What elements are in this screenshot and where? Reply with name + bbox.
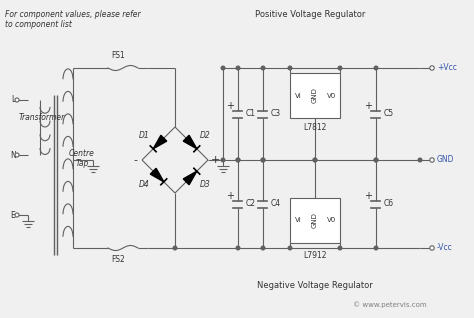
- Text: Negative Voltage Regulator: Negative Voltage Regulator: [257, 280, 373, 289]
- Circle shape: [236, 158, 240, 162]
- Circle shape: [15, 98, 19, 102]
- Circle shape: [374, 158, 378, 162]
- Circle shape: [221, 66, 225, 70]
- Circle shape: [338, 66, 342, 70]
- Circle shape: [261, 158, 265, 162]
- Text: C3: C3: [271, 109, 281, 119]
- Text: +: +: [364, 191, 372, 201]
- Text: For component values, please refer: For component values, please refer: [5, 10, 141, 19]
- Text: © www.petervis.com: © www.petervis.com: [353, 301, 427, 308]
- Text: L7912: L7912: [303, 251, 327, 259]
- Text: VI: VI: [295, 218, 301, 224]
- Text: +: +: [226, 101, 234, 111]
- Polygon shape: [183, 135, 197, 149]
- Circle shape: [261, 246, 265, 250]
- Text: to component list: to component list: [5, 20, 72, 29]
- Circle shape: [338, 246, 342, 250]
- Polygon shape: [183, 171, 197, 185]
- Circle shape: [15, 153, 19, 157]
- Circle shape: [261, 158, 265, 162]
- Circle shape: [374, 66, 378, 70]
- Text: L: L: [11, 95, 15, 105]
- Text: C5: C5: [384, 109, 394, 119]
- Text: D4: D4: [139, 180, 150, 189]
- Text: -: -: [133, 155, 137, 165]
- Text: +: +: [364, 101, 372, 111]
- Polygon shape: [153, 135, 167, 149]
- Circle shape: [173, 246, 177, 250]
- Bar: [290, 198, 340, 243]
- Circle shape: [430, 246, 434, 250]
- Text: V0: V0: [328, 218, 337, 224]
- Text: C2: C2: [246, 199, 256, 209]
- Text: FS2: FS2: [111, 255, 125, 265]
- Circle shape: [288, 66, 292, 70]
- Circle shape: [221, 158, 225, 162]
- Circle shape: [236, 66, 240, 70]
- Circle shape: [15, 213, 19, 217]
- Text: GND: GND: [312, 212, 318, 228]
- Text: D1: D1: [139, 131, 150, 140]
- Bar: [290, 73, 340, 118]
- Circle shape: [236, 246, 240, 250]
- Circle shape: [261, 66, 265, 70]
- Text: V0: V0: [328, 93, 337, 99]
- Text: VI: VI: [295, 93, 301, 99]
- Polygon shape: [150, 168, 164, 182]
- Text: Positive Voltage Regulator: Positive Voltage Regulator: [255, 10, 365, 19]
- Text: Centre: Centre: [69, 149, 95, 158]
- Text: D3: D3: [200, 180, 211, 189]
- Circle shape: [374, 158, 378, 162]
- Text: L7812: L7812: [303, 123, 327, 133]
- Circle shape: [313, 158, 317, 162]
- Text: -Vcc: -Vcc: [437, 244, 453, 252]
- Circle shape: [430, 66, 434, 70]
- Text: Tap: Tap: [75, 160, 89, 169]
- Text: +Vcc: +Vcc: [437, 64, 457, 73]
- Text: FS1: FS1: [111, 51, 125, 59]
- Text: E: E: [10, 211, 15, 219]
- Text: GND: GND: [312, 87, 318, 103]
- Circle shape: [236, 158, 240, 162]
- Text: N: N: [10, 150, 16, 160]
- Text: C4: C4: [271, 199, 281, 209]
- Text: +: +: [210, 155, 219, 165]
- Text: GND: GND: [437, 156, 455, 164]
- Text: +: +: [226, 191, 234, 201]
- Text: C6: C6: [384, 199, 394, 209]
- Circle shape: [313, 158, 317, 162]
- Text: C1: C1: [246, 109, 256, 119]
- Circle shape: [418, 158, 422, 162]
- Circle shape: [288, 246, 292, 250]
- Circle shape: [374, 246, 378, 250]
- Circle shape: [430, 158, 434, 162]
- Text: Transformer: Transformer: [19, 114, 65, 122]
- Text: D2: D2: [200, 131, 211, 140]
